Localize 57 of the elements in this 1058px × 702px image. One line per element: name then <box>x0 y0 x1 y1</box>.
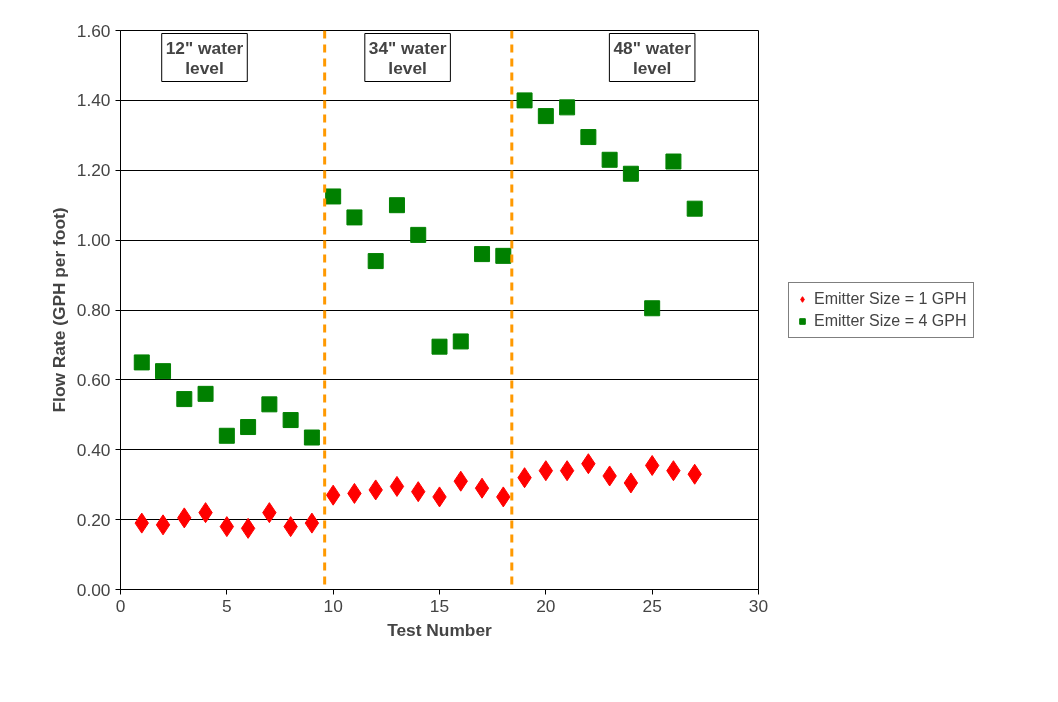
point <box>474 246 491 263</box>
point <box>537 108 554 125</box>
point <box>601 151 618 168</box>
y-axis-title: Flow Rate (GPH per foot) <box>48 207 69 413</box>
point <box>559 99 576 116</box>
annotation: 34" water level <box>368 37 447 78</box>
point <box>474 477 490 499</box>
y-tick-label: 1.40 <box>76 90 111 111</box>
x-tick-label: 30 <box>748 595 769 616</box>
point <box>346 209 363 226</box>
y-tick-label: 0.20 <box>76 509 111 530</box>
point <box>282 412 299 429</box>
point <box>133 354 150 371</box>
point <box>644 300 661 317</box>
x-tick-label: 5 <box>222 595 232 616</box>
point <box>261 396 278 413</box>
y-tick-label: 1.60 <box>76 20 111 41</box>
x-tick-label: 20 <box>536 595 556 616</box>
point <box>452 333 469 350</box>
point <box>665 153 682 170</box>
x-tick-label: 0 <box>115 595 126 616</box>
point <box>431 338 448 355</box>
point <box>388 197 405 214</box>
point <box>303 429 320 446</box>
legend-label: Emitter Size = 1 GPH <box>814 289 967 308</box>
point <box>622 165 639 182</box>
point <box>410 226 427 243</box>
y-tick-label: 0.00 <box>76 579 111 600</box>
point <box>218 427 235 444</box>
point <box>304 512 320 534</box>
point <box>367 253 384 270</box>
point <box>495 247 512 264</box>
y-tick-label: 1.20 <box>76 160 111 181</box>
point <box>559 460 575 482</box>
point <box>240 419 257 436</box>
point <box>686 200 703 217</box>
x-axis-title: Test Number <box>387 619 493 640</box>
x-tick-label: 10 <box>323 595 343 616</box>
point <box>325 188 342 205</box>
point <box>197 385 214 402</box>
annotation: 48" water level <box>613 37 692 78</box>
y-tick-label: 1.00 <box>76 230 111 251</box>
point <box>240 517 256 539</box>
point <box>389 475 405 497</box>
y-tick-label: 0.40 <box>76 439 111 460</box>
point <box>176 391 193 408</box>
legend-label: Emitter Size = 4 GPH <box>814 311 967 330</box>
x-tick-label: 15 <box>429 595 450 616</box>
point <box>623 472 639 494</box>
point <box>580 129 597 146</box>
point <box>516 92 533 109</box>
y-tick-label: 0.60 <box>76 369 111 390</box>
x-tick-label: 25 <box>642 595 662 616</box>
y-tick-label: 0.80 <box>76 300 111 320</box>
point <box>155 363 172 380</box>
point <box>155 514 171 536</box>
annotation: 12" water level <box>165 37 244 78</box>
